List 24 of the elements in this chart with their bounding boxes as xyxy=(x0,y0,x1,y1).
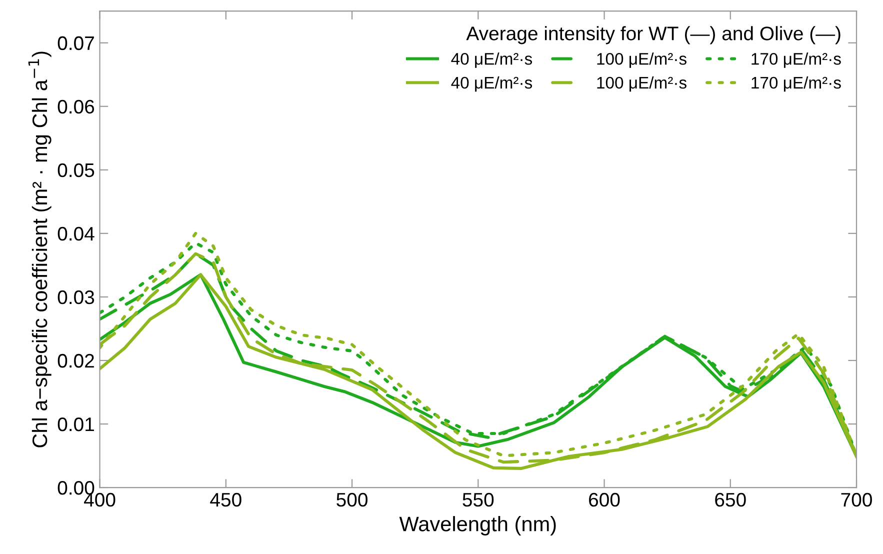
x-tick-label: 700 xyxy=(841,492,872,507)
x-tick-label: 650 xyxy=(715,492,746,507)
y-tick-label: 0.04 xyxy=(58,226,94,241)
legend-title: Average intensity for WT (—) and Olive (—) xyxy=(466,26,840,44)
legend-label: 40 μE/m²·s xyxy=(451,52,532,68)
y-tick-label: 0.03 xyxy=(58,290,94,304)
legend-label: 100 μE/m²·s xyxy=(597,76,686,92)
y-tick-label: 0.05 xyxy=(58,163,94,178)
y-axis-title: Chl a−specific coefficient (m² · mg Chl a$^{−1}$) xyxy=(28,52,52,448)
x-tick-label: 500 xyxy=(336,492,368,507)
x-tick-label: 450 xyxy=(210,492,242,507)
y-tick-label: 0.02 xyxy=(58,354,94,368)
y-tick-label: 0.06 xyxy=(58,100,94,114)
legend-label: 40 μE/m²·s xyxy=(451,76,532,92)
y-tick-label: 0.00 xyxy=(58,480,94,495)
x-axis-title: Wavelength (nm) xyxy=(399,516,556,536)
y-tick-label: 0.01 xyxy=(58,417,94,432)
legend-label: 170 μE/m²·s xyxy=(752,76,841,92)
x-tick-label: 550 xyxy=(462,492,494,507)
legend-label: 100 μE/m²·s xyxy=(597,52,686,68)
y-tick-label: 0.07 xyxy=(58,36,94,50)
x-tick-label: 600 xyxy=(589,492,620,507)
legend-label: 170 μE/m²·s xyxy=(752,52,841,68)
x-tick-label: 400 xyxy=(84,492,116,507)
